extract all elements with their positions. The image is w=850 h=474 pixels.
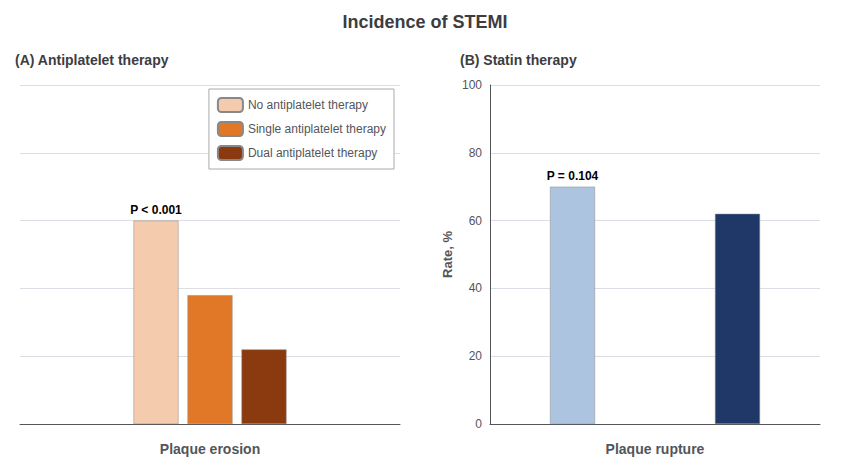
svg-text:40: 40 xyxy=(469,281,483,295)
svg-text:Plaque erosion: Plaque erosion xyxy=(160,441,260,457)
svg-text:Plaque rupture: Plaque rupture xyxy=(606,441,705,457)
svg-text:Dual antiplatelet therapy: Dual antiplatelet therapy xyxy=(248,146,377,160)
svg-text:0: 0 xyxy=(475,417,482,431)
svg-text:P = 0.104: P = 0.104 xyxy=(547,169,599,183)
svg-text:80: 80 xyxy=(469,146,483,160)
svg-text:Single antiplatelet therapy: Single antiplatelet therapy xyxy=(248,122,386,136)
svg-text:(A) Antiplatelet therapy: (A) Antiplatelet therapy xyxy=(15,52,169,68)
svg-text:60: 60 xyxy=(469,214,483,228)
svg-text:Rate, %: Rate, % xyxy=(440,231,455,278)
svg-text:100: 100 xyxy=(462,78,482,92)
svg-text:20: 20 xyxy=(469,349,483,363)
svg-text:No antiplatelet therapy: No antiplatelet therapy xyxy=(248,98,368,112)
svg-text:(B) Statin therapy: (B) Statin therapy xyxy=(460,52,577,68)
svg-text:P < 0.001: P < 0.001 xyxy=(130,203,182,217)
svg-text:Incidence of STEMI: Incidence of STEMI xyxy=(342,12,507,32)
